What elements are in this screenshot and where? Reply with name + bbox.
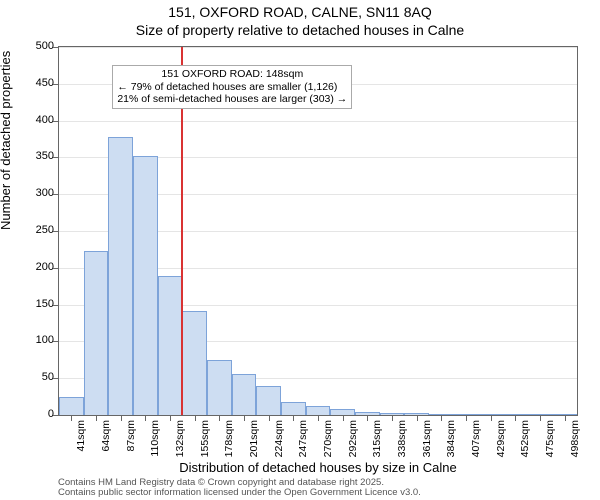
y-tick-mark: [53, 47, 58, 48]
y-tick-label: 100: [8, 334, 54, 346]
y-tick-mark: [53, 341, 58, 342]
x-tick-mark: [491, 416, 492, 421]
y-tick-mark: [53, 268, 58, 269]
histogram-bar: [454, 414, 479, 415]
histogram-bar: [528, 414, 553, 415]
y-tick-mark: [53, 121, 58, 122]
x-tick-mark: [96, 416, 97, 421]
x-tick-mark: [219, 416, 220, 421]
x-tick-mark: [269, 416, 270, 421]
x-tick-mark: [367, 416, 368, 421]
x-tick-mark: [343, 416, 344, 421]
y-tick-label: 250: [8, 224, 54, 236]
x-tick-mark: [466, 416, 467, 421]
histogram-bar: [59, 397, 84, 415]
histogram-bar: [503, 414, 528, 415]
y-tick-label: 150: [8, 298, 54, 310]
chart-title-line1: 151, OXFORD ROAD, CALNE, SN11 8AQ: [0, 4, 600, 20]
histogram-bar: [133, 156, 158, 415]
histogram-bar: [158, 276, 183, 415]
x-tick-mark: [145, 416, 146, 421]
histogram-bar: [552, 414, 577, 415]
x-tick-mark: [170, 416, 171, 421]
footnote: Contains HM Land Registry data © Crown c…: [58, 478, 421, 499]
chart-title-line2: Size of property relative to detached ho…: [0, 22, 600, 38]
y-tick-mark: [53, 415, 58, 416]
x-tick-mark: [565, 416, 566, 421]
histogram-bar: [429, 414, 454, 415]
marker-title: 151 OXFORD ROAD: 148sqm: [117, 68, 347, 81]
x-tick-mark: [417, 416, 418, 421]
x-tick-mark: [540, 416, 541, 421]
x-tick-mark: [441, 416, 442, 421]
x-tick-mark: [515, 416, 516, 421]
histogram-bar: [404, 413, 429, 415]
histogram-bar: [182, 311, 207, 416]
histogram-bar: [355, 412, 380, 415]
plot-area: 151 OXFORD ROAD: 148sqm← 79% of detached…: [58, 46, 578, 416]
y-tick-label: 350: [8, 150, 54, 162]
y-tick-mark: [53, 305, 58, 306]
y-tick-mark: [53, 157, 58, 158]
y-tick-mark: [53, 84, 58, 85]
y-tick-label: 50: [8, 371, 54, 383]
histogram-bar: [108, 137, 133, 415]
y-tick-label: 200: [8, 261, 54, 273]
y-tick-label: 300: [8, 187, 54, 199]
histogram-bar: [281, 402, 306, 415]
histogram-bar: [330, 409, 355, 415]
x-tick-mark: [392, 416, 393, 421]
marker-line2: 21% of semi-detached houses are larger (…: [117, 93, 347, 106]
y-tick-mark: [53, 231, 58, 232]
x-axis-label: Distribution of detached houses by size …: [58, 460, 578, 475]
y-tick-label: 0: [8, 408, 54, 420]
y-tick-mark: [53, 378, 58, 379]
footnote-line2: Contains public sector information licen…: [58, 488, 421, 498]
gridline: [59, 47, 577, 48]
x-tick-mark: [293, 416, 294, 421]
histogram-bar: [84, 251, 109, 415]
y-tick-label: 400: [8, 114, 54, 126]
histogram-bar: [207, 360, 232, 415]
marker-annotation: 151 OXFORD ROAD: 148sqm← 79% of detached…: [112, 65, 352, 109]
y-tick-mark: [53, 194, 58, 195]
marker-line1: ← 79% of detached houses are smaller (1,…: [117, 81, 347, 94]
gridline: [59, 121, 577, 122]
y-tick-label: 500: [8, 40, 54, 52]
x-tick-mark: [195, 416, 196, 421]
histogram-bar: [232, 374, 257, 415]
histogram-bar: [380, 413, 405, 415]
y-tick-label: 450: [8, 77, 54, 89]
histogram-bar: [478, 414, 503, 415]
x-tick-mark: [244, 416, 245, 421]
histogram-bar: [256, 386, 281, 415]
x-tick-mark: [121, 416, 122, 421]
histogram-bar: [306, 406, 331, 415]
x-tick-mark: [318, 416, 319, 421]
x-tick-mark: [71, 416, 72, 421]
